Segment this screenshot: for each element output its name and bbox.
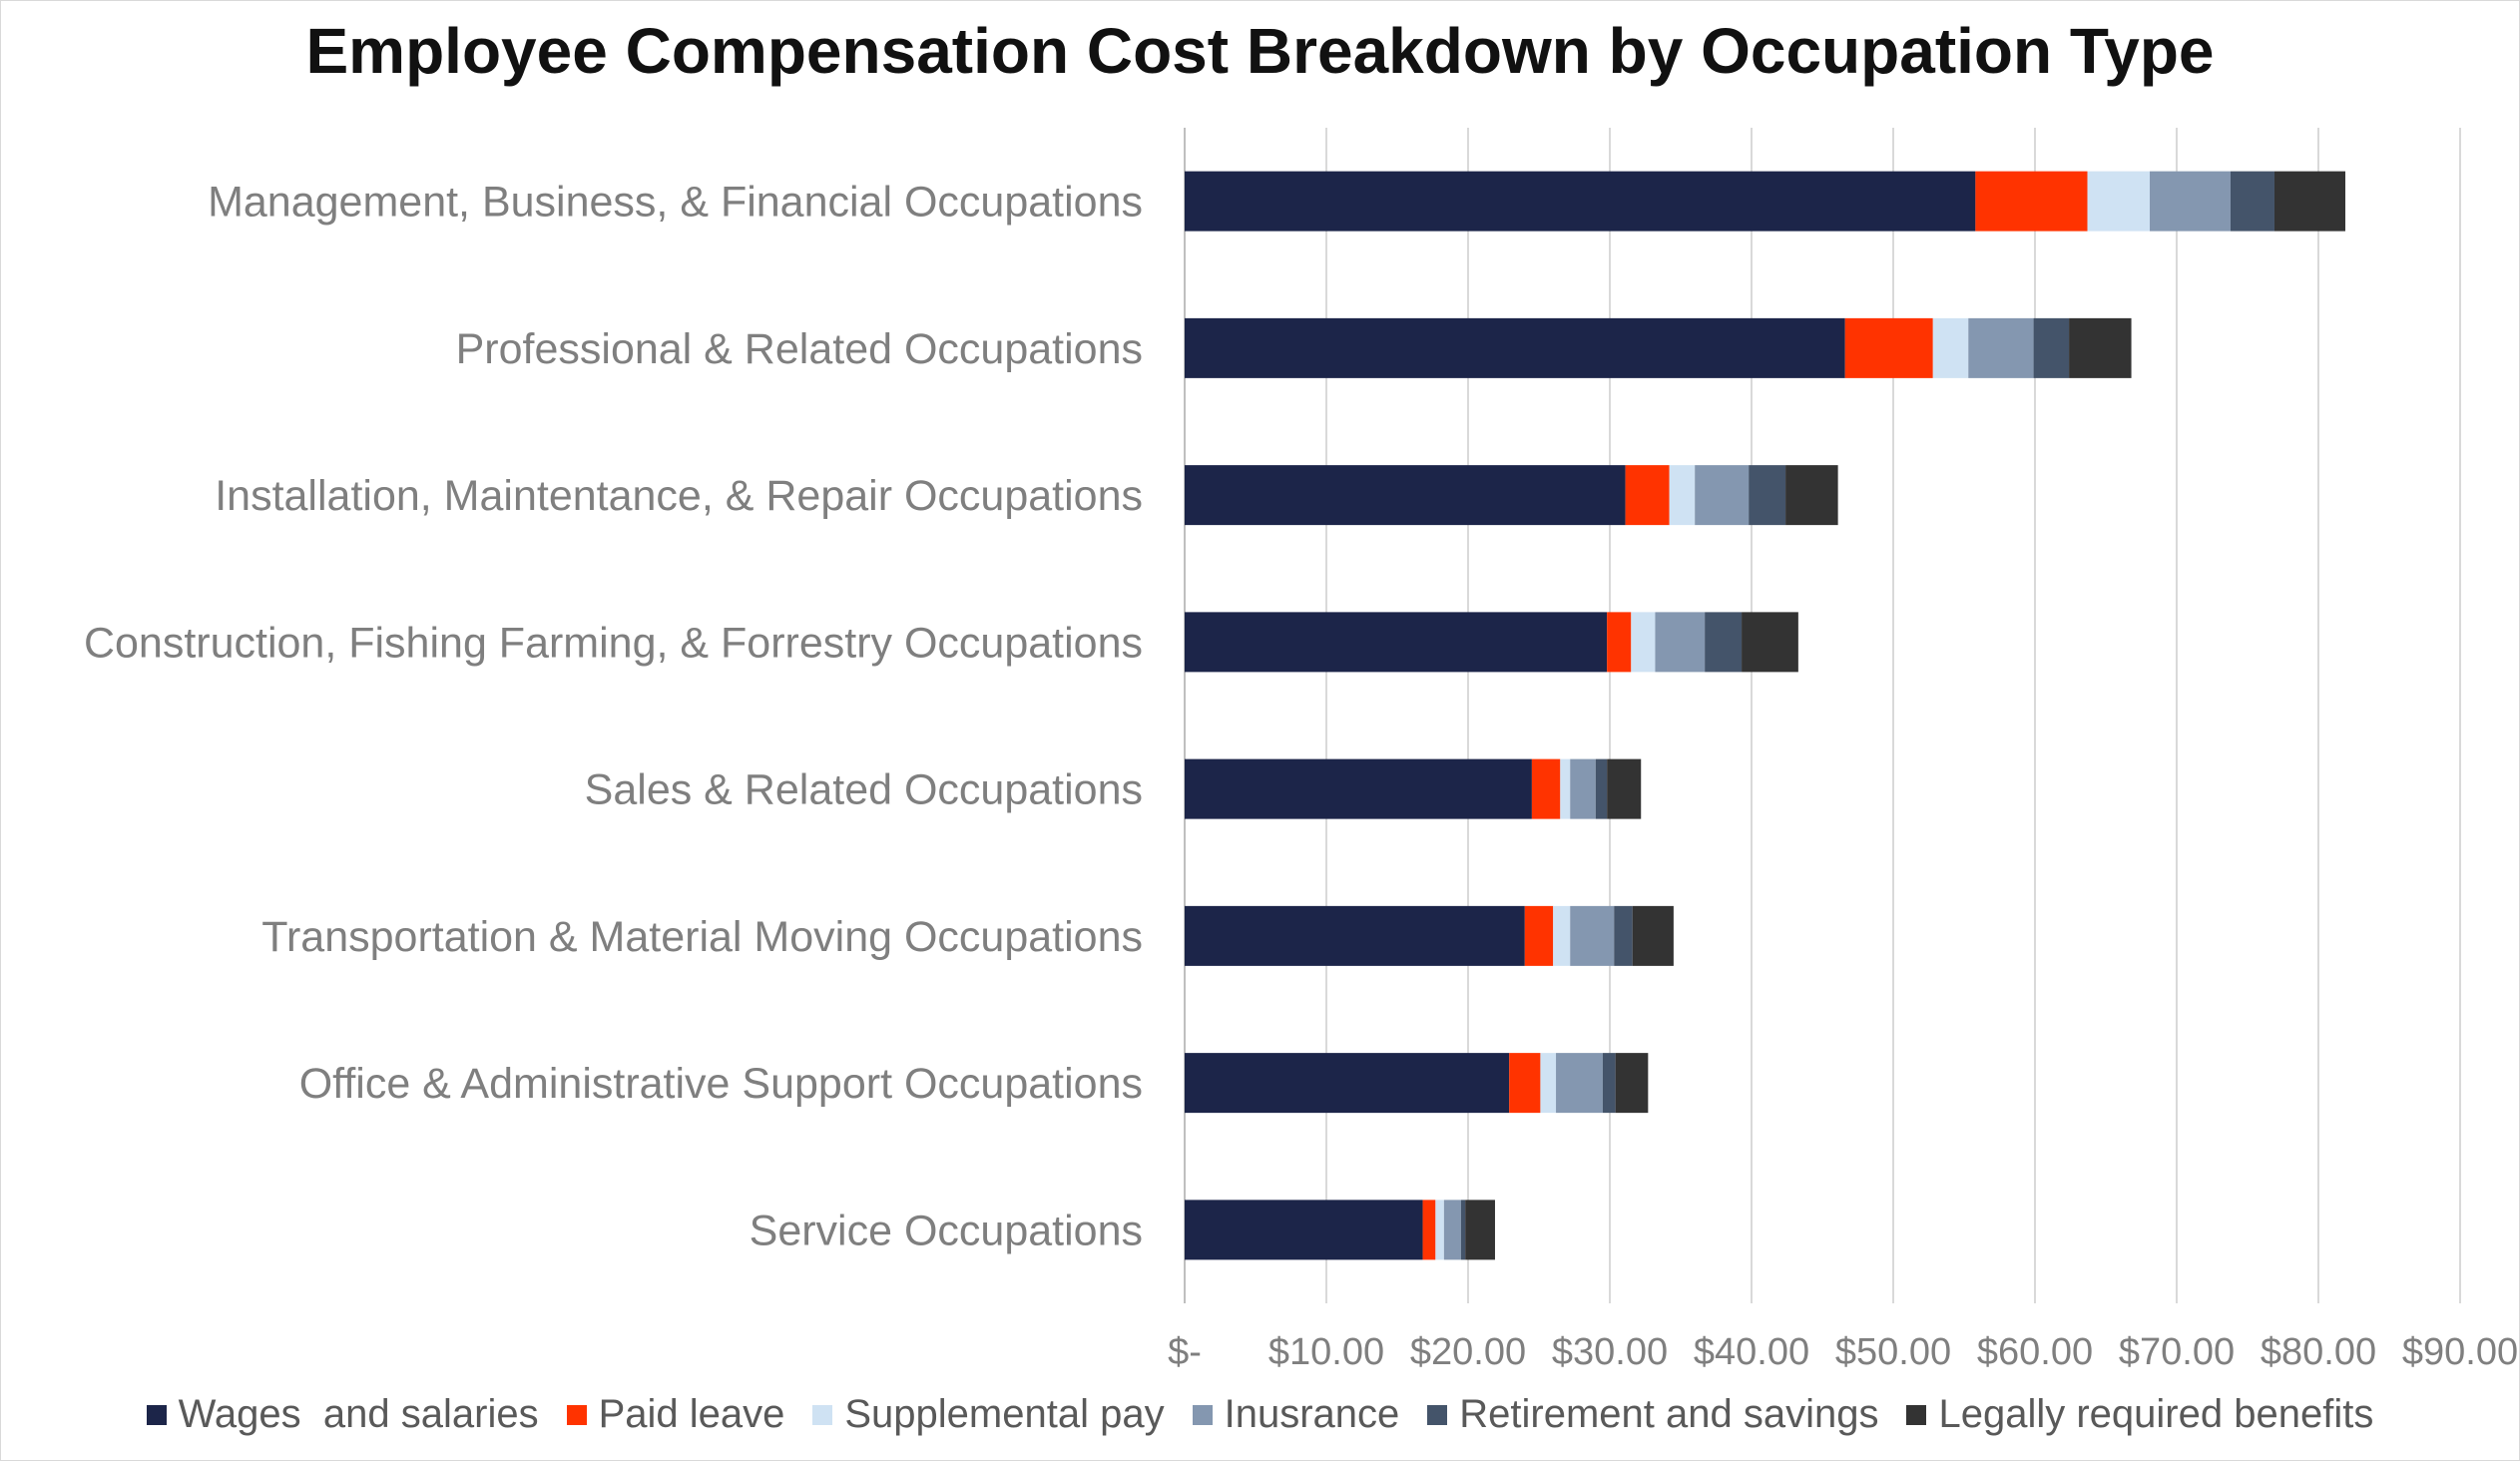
legend-label: Supplemental pay [844,1392,1165,1436]
legend-item: Paid leave [566,1392,785,1437]
bar-segment [1540,1053,1557,1114]
bar-segment [1443,1200,1461,1260]
legend-item: Wages and salaries [146,1392,539,1437]
bar-segment [1531,758,1561,819]
chart-title: Employee Compensation Cost Breakdown by … [305,15,2215,87]
bar-segment [1749,465,1786,526]
x-tick-label: $80.00 [2261,1331,2376,1373]
legend-label: Inusrance [1224,1392,1400,1436]
bar-segment [1615,1053,1649,1114]
legend-item: Legally required benefits [1906,1392,2373,1437]
bar-segment [1844,317,1933,378]
bar-segment [1185,612,1608,673]
x-tick-label: $60.00 [1977,1331,2093,1373]
bar-segment [1560,758,1571,819]
bar-segment [1570,905,1615,966]
category-label: Office & Administrative Support Occupati… [299,1060,1143,1108]
legend-swatch [1906,1404,1927,1425]
bar-segment [1185,758,1532,819]
bar-segment [1614,905,1633,966]
bar-segment [1655,612,1706,673]
legend-item: Retirement and savings [1427,1392,1878,1437]
bar-segment [1185,1200,1423,1260]
legend-label: Retirement and savings [1459,1392,1879,1436]
chart-legend: Wages and salaries Paid leave Supplemental… [0,1392,2520,1437]
bar-segment [1185,465,1626,526]
legend-label: Wages and salaries [178,1392,539,1436]
bar-segment [1705,612,1743,673]
legend-item: Inusrance [1192,1392,1400,1437]
x-tick-label: $30.00 [1552,1331,1668,1373]
bar-segment [1632,905,1674,966]
bar-segment [1602,1053,1616,1114]
bar-segment [1185,1053,1510,1114]
bar-segment [1968,317,2034,378]
bar-segment [1465,1200,1495,1260]
category-label: Sales & Related Occupations [585,766,1143,814]
legend-swatch [812,1404,833,1425]
bar-segment [1625,465,1670,526]
bar-segment [1695,465,1750,526]
bar-segment [1185,171,1976,232]
bar-segment [2069,317,2132,378]
bar-segment [1435,1200,1444,1260]
category-label: Service Occupations [750,1207,1143,1254]
category-label: Professional & Related Occupations [456,325,1143,373]
category-label: Installation, Maintentance, & Repair Occ… [215,472,1143,520]
legend-item: Supplemental pay [812,1392,1165,1437]
x-tick-label: $- [1168,1331,1202,1373]
bar-segment [2230,171,2274,232]
category-label: Construction, Fishing Farming, & Forrest… [84,619,1143,667]
bar-segment [1669,465,1696,526]
bar-segment [1509,1053,1541,1114]
bar-segment [2087,171,2151,232]
x-tick-label: $10.00 [1268,1331,1384,1373]
bar-segment [1460,1200,1466,1260]
x-tick-label: $90.00 [2402,1331,2518,1373]
bar-segment [1553,905,1571,966]
bar-segment [1185,317,1845,378]
bar-segment [1785,465,1838,526]
legend-label: Legally required benefits [1938,1392,2374,1436]
bar-segment [1932,317,1969,378]
bar-segment [1556,1053,1603,1114]
x-tick-label: $70.00 [2119,1331,2235,1373]
category-label: Transportation & Material Moving Occupat… [261,913,1143,961]
x-tick-label: $50.00 [1835,1331,1951,1373]
legend-swatch [566,1404,587,1425]
bar-segment [1607,612,1632,673]
x-tick-label: $40.00 [1694,1331,1809,1373]
bar-segment [1595,758,1608,819]
bar-segment [2150,171,2231,232]
bar-segment [1185,905,1525,966]
x-tick-label: $20.00 [1410,1331,1526,1373]
bar-segment [1975,171,2088,232]
legend-swatch [1427,1404,1448,1425]
legend-swatch [1192,1404,1213,1425]
bar-segment [2273,171,2345,232]
bar-segment [1742,612,1798,673]
legend-label: Paid leave [598,1392,785,1436]
bar-segment [1607,758,1642,819]
bar-segment [1422,1200,1436,1260]
category-label: Management, Business, & Financial Occupa… [208,179,1143,227]
bar-segment [2033,317,2070,378]
bar-segment [1631,612,1656,673]
bar-segment [1524,905,1554,966]
bar-segment [1570,758,1596,819]
legend-swatch [146,1404,167,1425]
